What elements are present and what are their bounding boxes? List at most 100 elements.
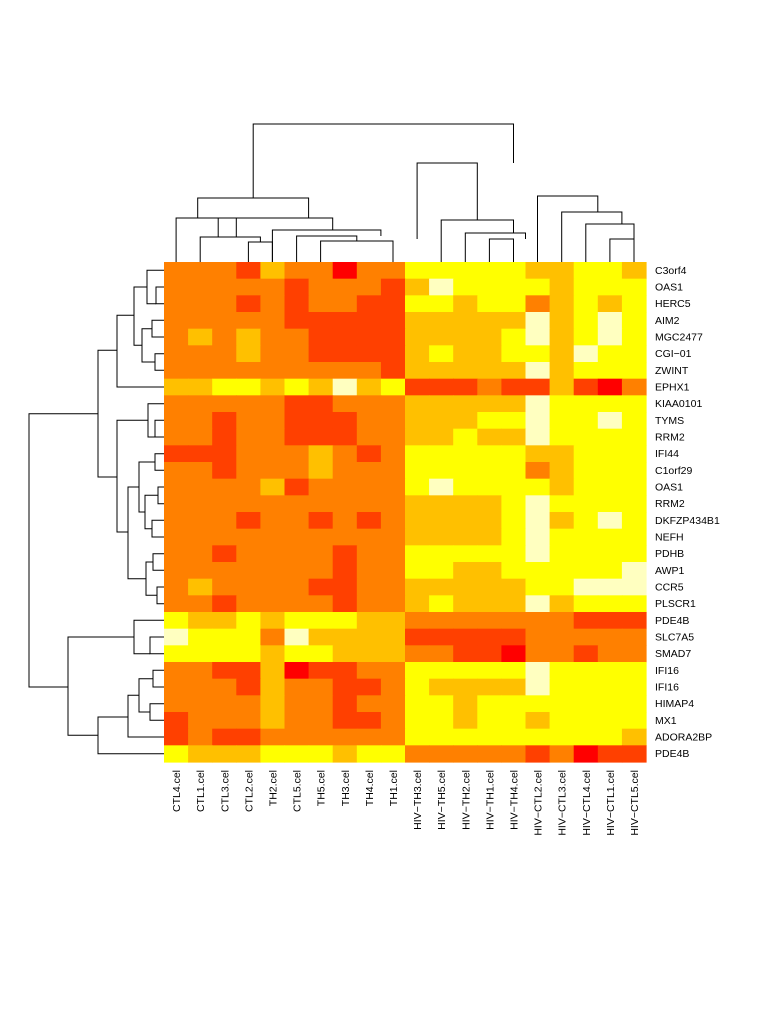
heatmap-cell [573,495,599,513]
heatmap-cell [284,645,310,663]
heatmap-cell [405,378,430,396]
heatmap-cell [332,678,358,696]
heatmap-cell [597,528,623,546]
heatmap-cell [380,428,406,446]
heatmap-cell [188,628,213,646]
heatmap-cell [573,362,599,380]
heatmap-cell [597,678,623,696]
heatmap-cell [308,628,334,646]
heatmap-cell [356,345,382,363]
heatmap-cell [260,295,286,313]
heatmap-cell [525,428,551,446]
dendrogram-branch [149,703,164,721]
heatmap-cell [453,695,478,713]
heatmap-cell [453,445,478,463]
heatmap-cell [621,595,647,613]
heatmap-cell [332,528,358,546]
column-label: CTL3.cel [219,770,231,812]
heatmap-cell [597,495,623,513]
heatmap-cell [621,612,647,630]
column-label: HIV−CTL5.cel [629,770,641,836]
heatmap-cell [236,428,261,446]
heatmap-cell [525,412,551,430]
heatmap-cell [284,428,310,446]
heatmap-cell [501,612,527,630]
heatmap-cell [429,495,454,513]
heatmap-cell [597,445,623,463]
heatmap-cell [597,478,623,496]
heatmap-cell [380,412,406,430]
heatmap-cell [597,545,623,563]
heatmap-cell [429,478,454,496]
heatmap-cell [621,412,647,430]
heatmap-cell [501,728,527,746]
heatmap-cell [501,595,527,613]
column-label: CTL2.cel [243,770,255,812]
heatmap-cell [597,312,623,330]
heatmap-cell [405,362,430,380]
heatmap-cell [549,645,575,663]
row-label: RRM2 [655,498,685,510]
heatmap-cell [380,362,406,380]
heatmap-cell [621,728,647,746]
heatmap-cell [188,528,213,546]
heatmap-cell [308,595,334,613]
heatmap-cell [501,412,527,430]
heatmap-cell [621,578,647,596]
heatmap-cell [236,678,261,696]
heatmap-cell [573,562,599,580]
heatmap-cell [501,562,527,580]
heatmap-cell [164,412,189,430]
row-label: AWP1 [655,565,685,577]
dendrogram-branch [138,461,155,513]
dendrogram-branch [175,217,237,262]
heatmap-cell [332,412,358,430]
heatmap-cell [573,295,599,313]
heatmap-cell [380,495,406,513]
heatmap-cell [429,612,454,630]
heatmap-cell [525,595,551,613]
heatmap-cell [308,462,334,480]
heatmap-cell [453,745,478,763]
heatmap-cell [525,478,551,496]
heatmap-cell [332,545,358,563]
heatmap-cell [332,362,358,380]
heatmap-cell [549,628,575,646]
heatmap-cell [405,612,430,630]
dendrogram-branch [271,229,382,262]
heatmap-cell [477,345,502,363]
heatmap-cell [188,295,213,313]
heatmap-cell [212,528,237,546]
dendrogram-branch [217,217,334,237]
heatmap-cell [332,378,358,396]
heatmap-cell [501,745,527,763]
heatmap-cell [429,312,454,330]
heatmap-cell [621,662,647,680]
heatmap-cell [212,295,237,313]
heatmap-cell [429,578,454,596]
column-label: HIV−CTL1.cel [605,770,617,836]
heatmap-cell [573,312,599,330]
heatmap-cell [525,662,551,680]
heatmap-cell [453,262,478,280]
heatmap-cell [501,345,527,363]
heatmap-cell [356,295,382,313]
heatmap-cell [453,578,478,596]
heatmap-cell [429,445,454,463]
heatmap-cell [405,462,430,480]
heatmap-cell [525,645,551,663]
column-label: CTL1.cel [195,770,207,812]
heatmap-cell [332,345,358,363]
heatmap-cell [477,445,502,463]
heatmap-cell [236,395,261,413]
heatmap-cell [501,495,527,513]
heatmap-cell [429,745,454,763]
column-label: CTL5.cel [292,770,304,812]
heatmap-cell [356,728,382,746]
heatmap-cell [405,712,430,730]
heatmap-cell [621,378,647,396]
dendrogram-branch [156,586,164,605]
column-label: HIV−CTL2.cel [533,770,545,836]
heatmap-cell [164,528,189,546]
dendrogram-branch [197,197,310,218]
